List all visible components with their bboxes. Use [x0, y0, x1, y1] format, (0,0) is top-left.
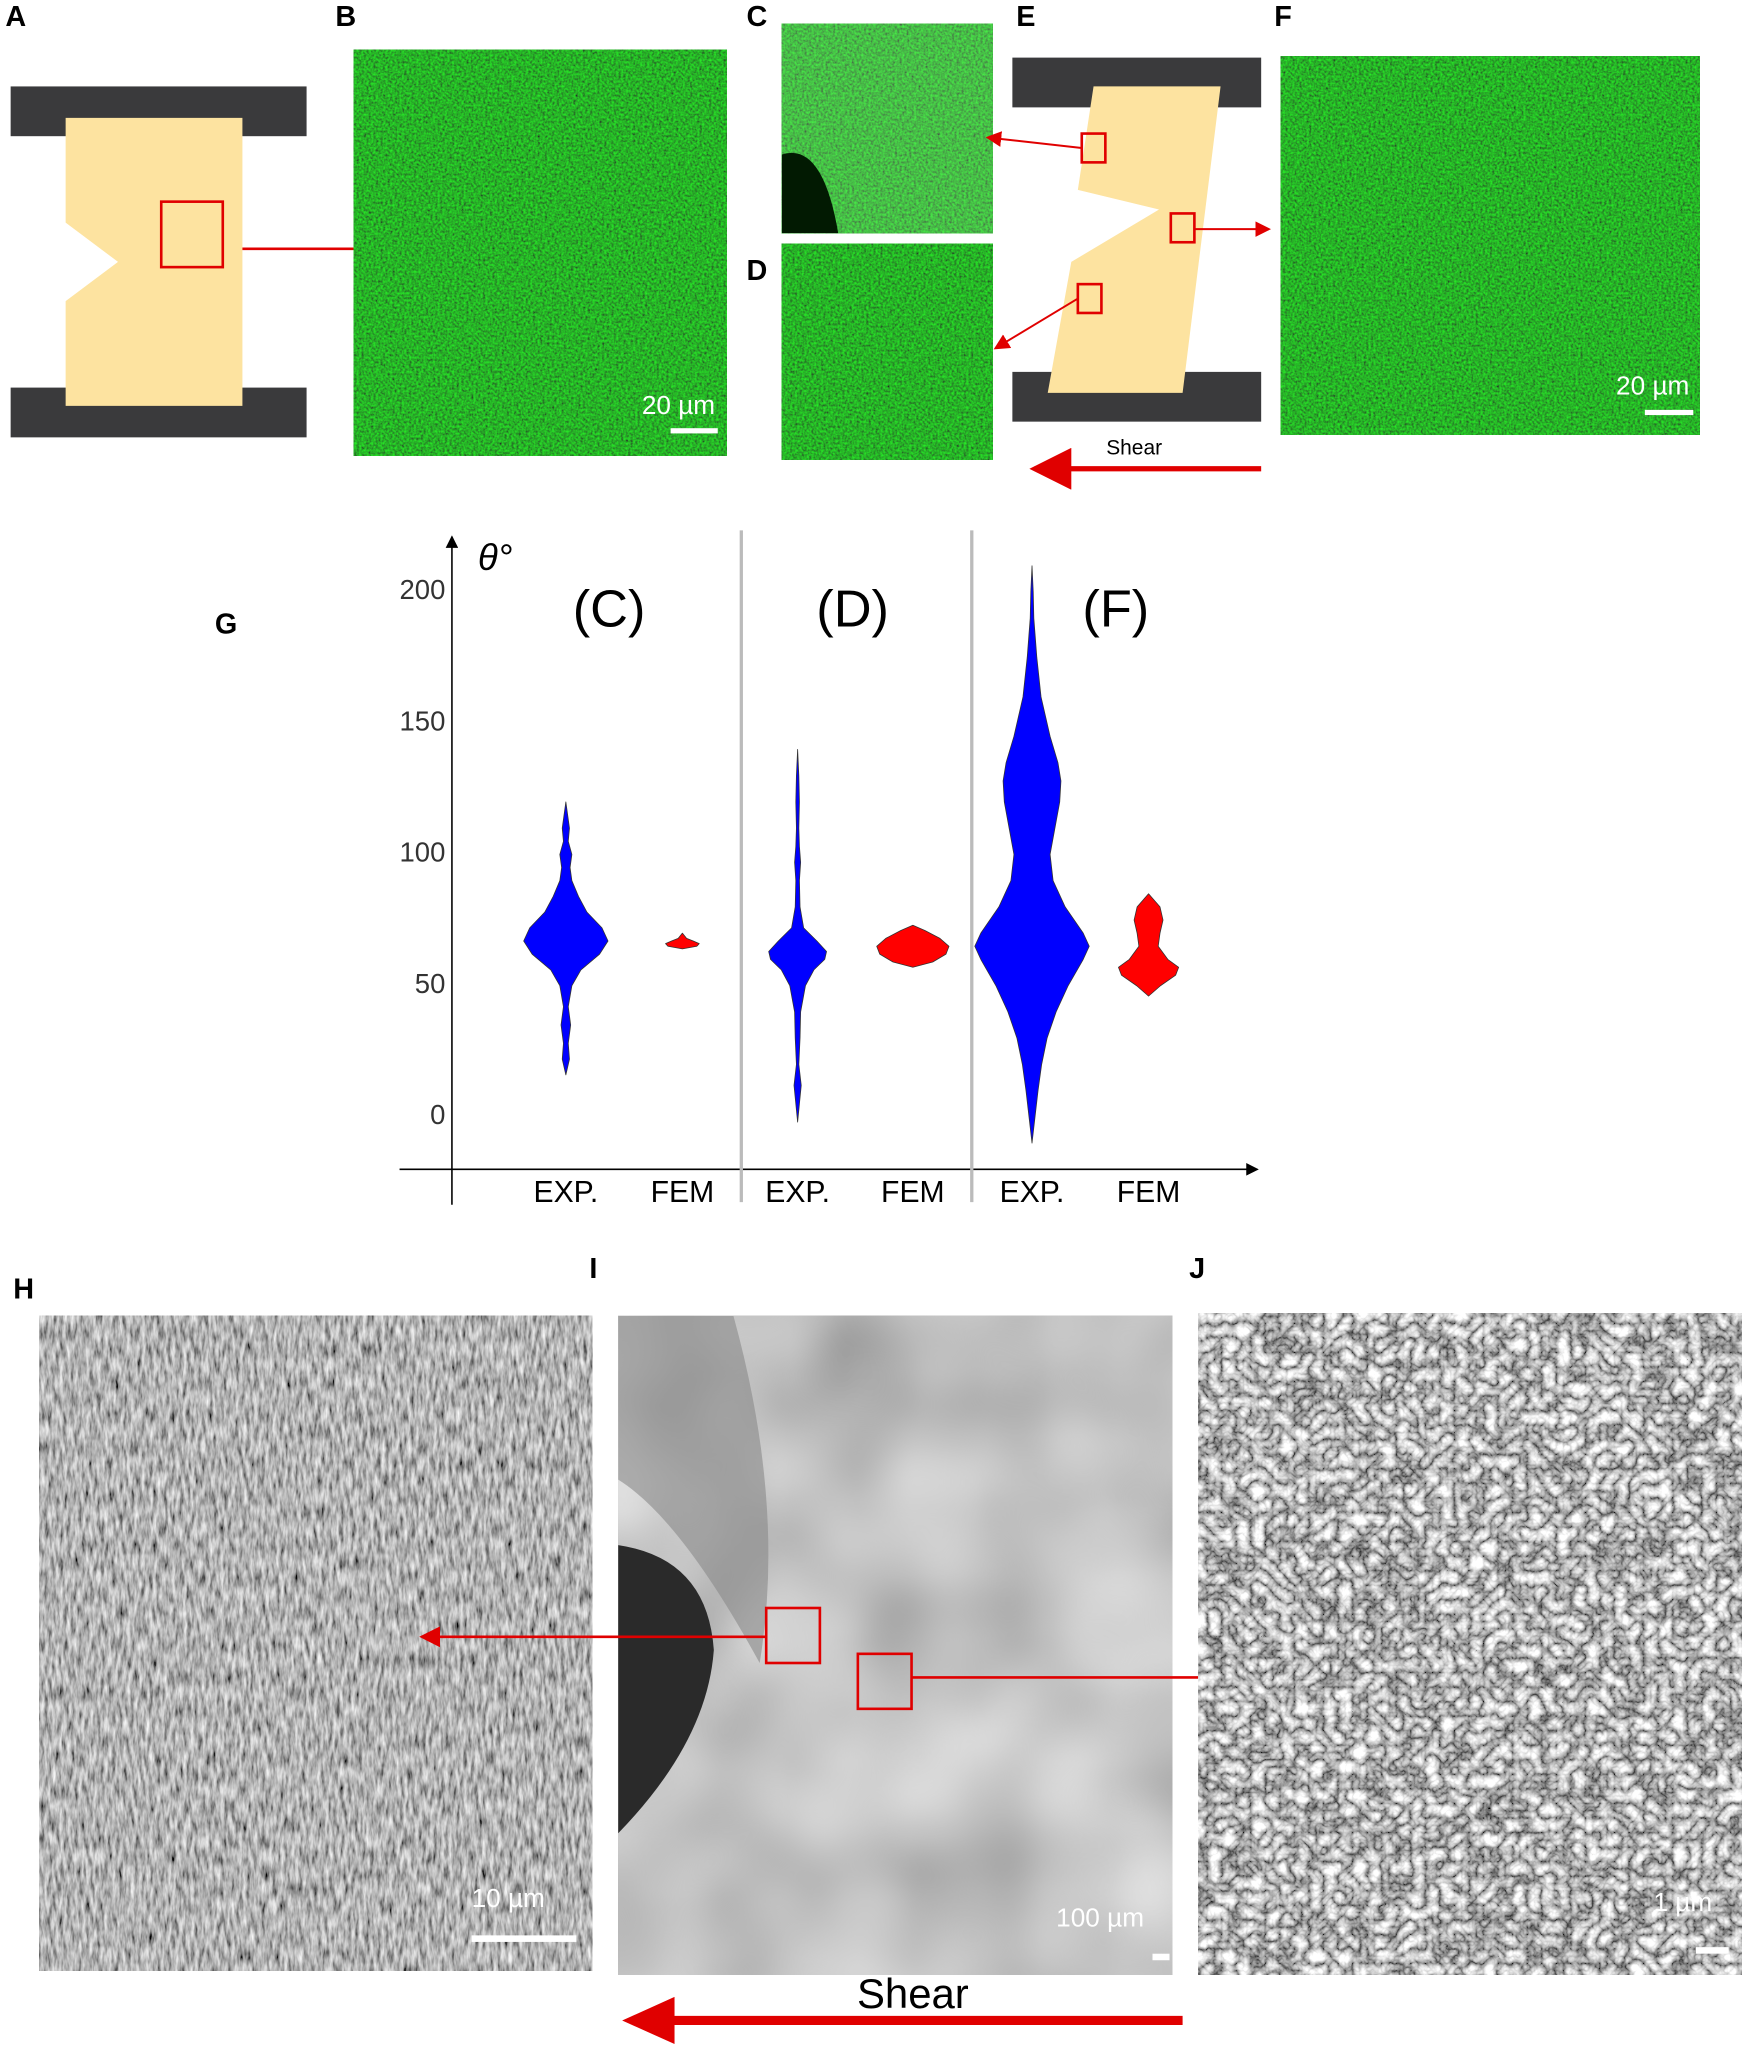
scale-bar-label: 100 µm: [1056, 1903, 1144, 1933]
violin: [974, 565, 1090, 1144]
panel-label: F: [1274, 1, 1292, 33]
panel-label: H: [13, 1274, 34, 1306]
panel-label: B: [335, 1, 356, 33]
panel-label: I: [589, 1253, 597, 1285]
scale-bar-label: 20 µm: [1616, 371, 1689, 401]
violin: [768, 749, 827, 1123]
panel-label: D: [747, 255, 768, 287]
panel-label: J: [1189, 1253, 1205, 1285]
roi-box: [159, 200, 225, 269]
shear-label: Shear: [1106, 437, 1162, 460]
scale-bar: [471, 1935, 577, 1942]
x-tick-label: EXP.: [533, 1176, 598, 1209]
shear-label: Shear: [857, 1970, 969, 2017]
panel-label: C: [747, 1, 768, 33]
micrograph: [353, 49, 727, 456]
roi-box: [856, 1652, 913, 1711]
y-axis-label: θ°: [478, 537, 513, 578]
group-title: (F): [1082, 581, 1149, 639]
edge-dark: [781, 152, 839, 234]
scale-bar-label: 20 µm: [642, 390, 715, 420]
scale-bar: [670, 428, 718, 434]
x-tick-label: EXP.: [765, 1176, 830, 1209]
group-title: (C): [573, 581, 646, 639]
roi-box: [1169, 212, 1196, 244]
roi-box: [1080, 132, 1107, 164]
scale-bar-label: 10 µm: [472, 1883, 545, 1913]
x-tick-label: FEM: [651, 1176, 715, 1209]
y-tick-label: 100: [400, 837, 446, 868]
y-tick-label: 50: [415, 968, 446, 999]
sem-image: [1198, 1313, 1742, 1975]
dark-region: [618, 1545, 714, 1834]
y-tick-label: 150: [400, 705, 446, 736]
scale-bar: [1644, 409, 1694, 416]
violin: [1118, 893, 1180, 997]
scale-bar-label: 1 µm: [1653, 1887, 1712, 1917]
arrow: [985, 131, 1082, 149]
x-tick-label: EXP.: [1000, 1176, 1065, 1209]
scale-bar: [1152, 1953, 1170, 1961]
sem-image: [39, 1315, 593, 1971]
panel-label: A: [5, 1, 26, 33]
fold: [618, 1315, 769, 1663]
arrow: [993, 297, 1079, 350]
y-tick-label: 200: [400, 574, 446, 605]
x-tick-label: FEM: [881, 1176, 945, 1209]
y-tick-label: 0: [430, 1099, 445, 1130]
x-tick-label: FEM: [1117, 1176, 1181, 1209]
shear-arrowhead: [622, 1996, 675, 2045]
panel-label: G: [215, 609, 237, 641]
micrograph: [781, 243, 993, 460]
panel-label: E: [1016, 1, 1035, 33]
violin: [876, 924, 950, 968]
specimen: [65, 117, 243, 406]
group-title: (D): [816, 581, 889, 639]
violin: [523, 801, 609, 1076]
micrograph: [1280, 56, 1700, 435]
scale-bar: [1695, 1947, 1729, 1954]
violin-chart: θ° 0 50 100 150 200 (C) EXP. FEM (D) EXP. FEM (F) EXP…: [400, 530, 1259, 1209]
violin: [665, 932, 700, 950]
